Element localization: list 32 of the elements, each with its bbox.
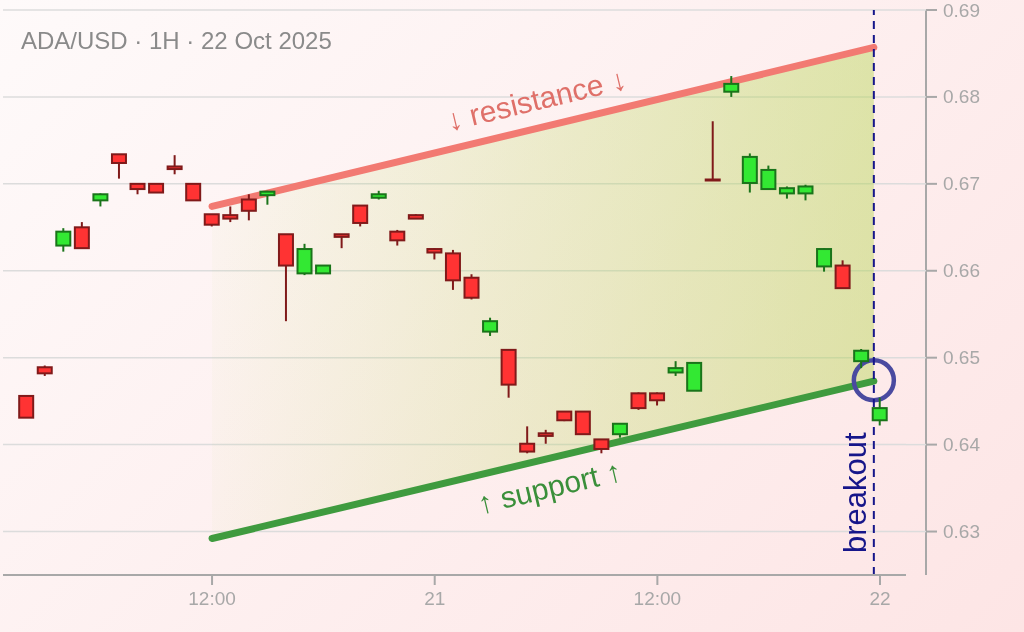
candlestick — [240, 193, 257, 222]
y-tick-label: 0.65 — [943, 347, 980, 369]
candlestick — [73, 221, 90, 250]
candlestick — [463, 273, 480, 301]
candlestick — [871, 396, 888, 427]
candlestick — [853, 348, 870, 370]
x-tick-label: 12:00 — [188, 588, 236, 610]
y-tick-label: 0.66 — [943, 260, 980, 282]
x-tick-label: 22 — [869, 588, 891, 610]
candlestick — [110, 153, 127, 180]
text: ADA/USD · 1H · 22 Oct 2025 — [21, 27, 332, 54]
y-tick-label: 0.67 — [943, 173, 980, 195]
text: ↓ resistance ↓ — [443, 62, 630, 138]
candlestick — [352, 204, 369, 228]
y-tick-label: 0.69 — [943, 0, 980, 21]
y-tick-label: 0.68 — [943, 86, 980, 108]
x-tick-label: 12:00 — [633, 588, 682, 610]
y-tick-label: 0.64 — [943, 434, 981, 456]
candlestick — [704, 120, 721, 182]
y-tick-label: 0.63 — [943, 521, 980, 543]
ref-line-label: breakout — [837, 431, 873, 553]
candlestick — [18, 394, 35, 419]
candlestick — [574, 410, 591, 436]
x-tick-label: 21 — [424, 588, 446, 610]
candlestick — [55, 227, 72, 253]
candlestick — [816, 247, 833, 273]
candlestick — [723, 75, 740, 98]
candlestick — [519, 425, 536, 455]
text: ↑ support ↑ — [474, 454, 625, 521]
candlestick — [760, 164, 777, 191]
candlestick — [834, 259, 851, 290]
candlestick — [166, 154, 183, 176]
